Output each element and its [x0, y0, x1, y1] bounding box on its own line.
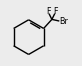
Text: F: F	[54, 7, 58, 16]
Text: Br: Br	[59, 17, 68, 26]
Text: F: F	[46, 7, 50, 16]
